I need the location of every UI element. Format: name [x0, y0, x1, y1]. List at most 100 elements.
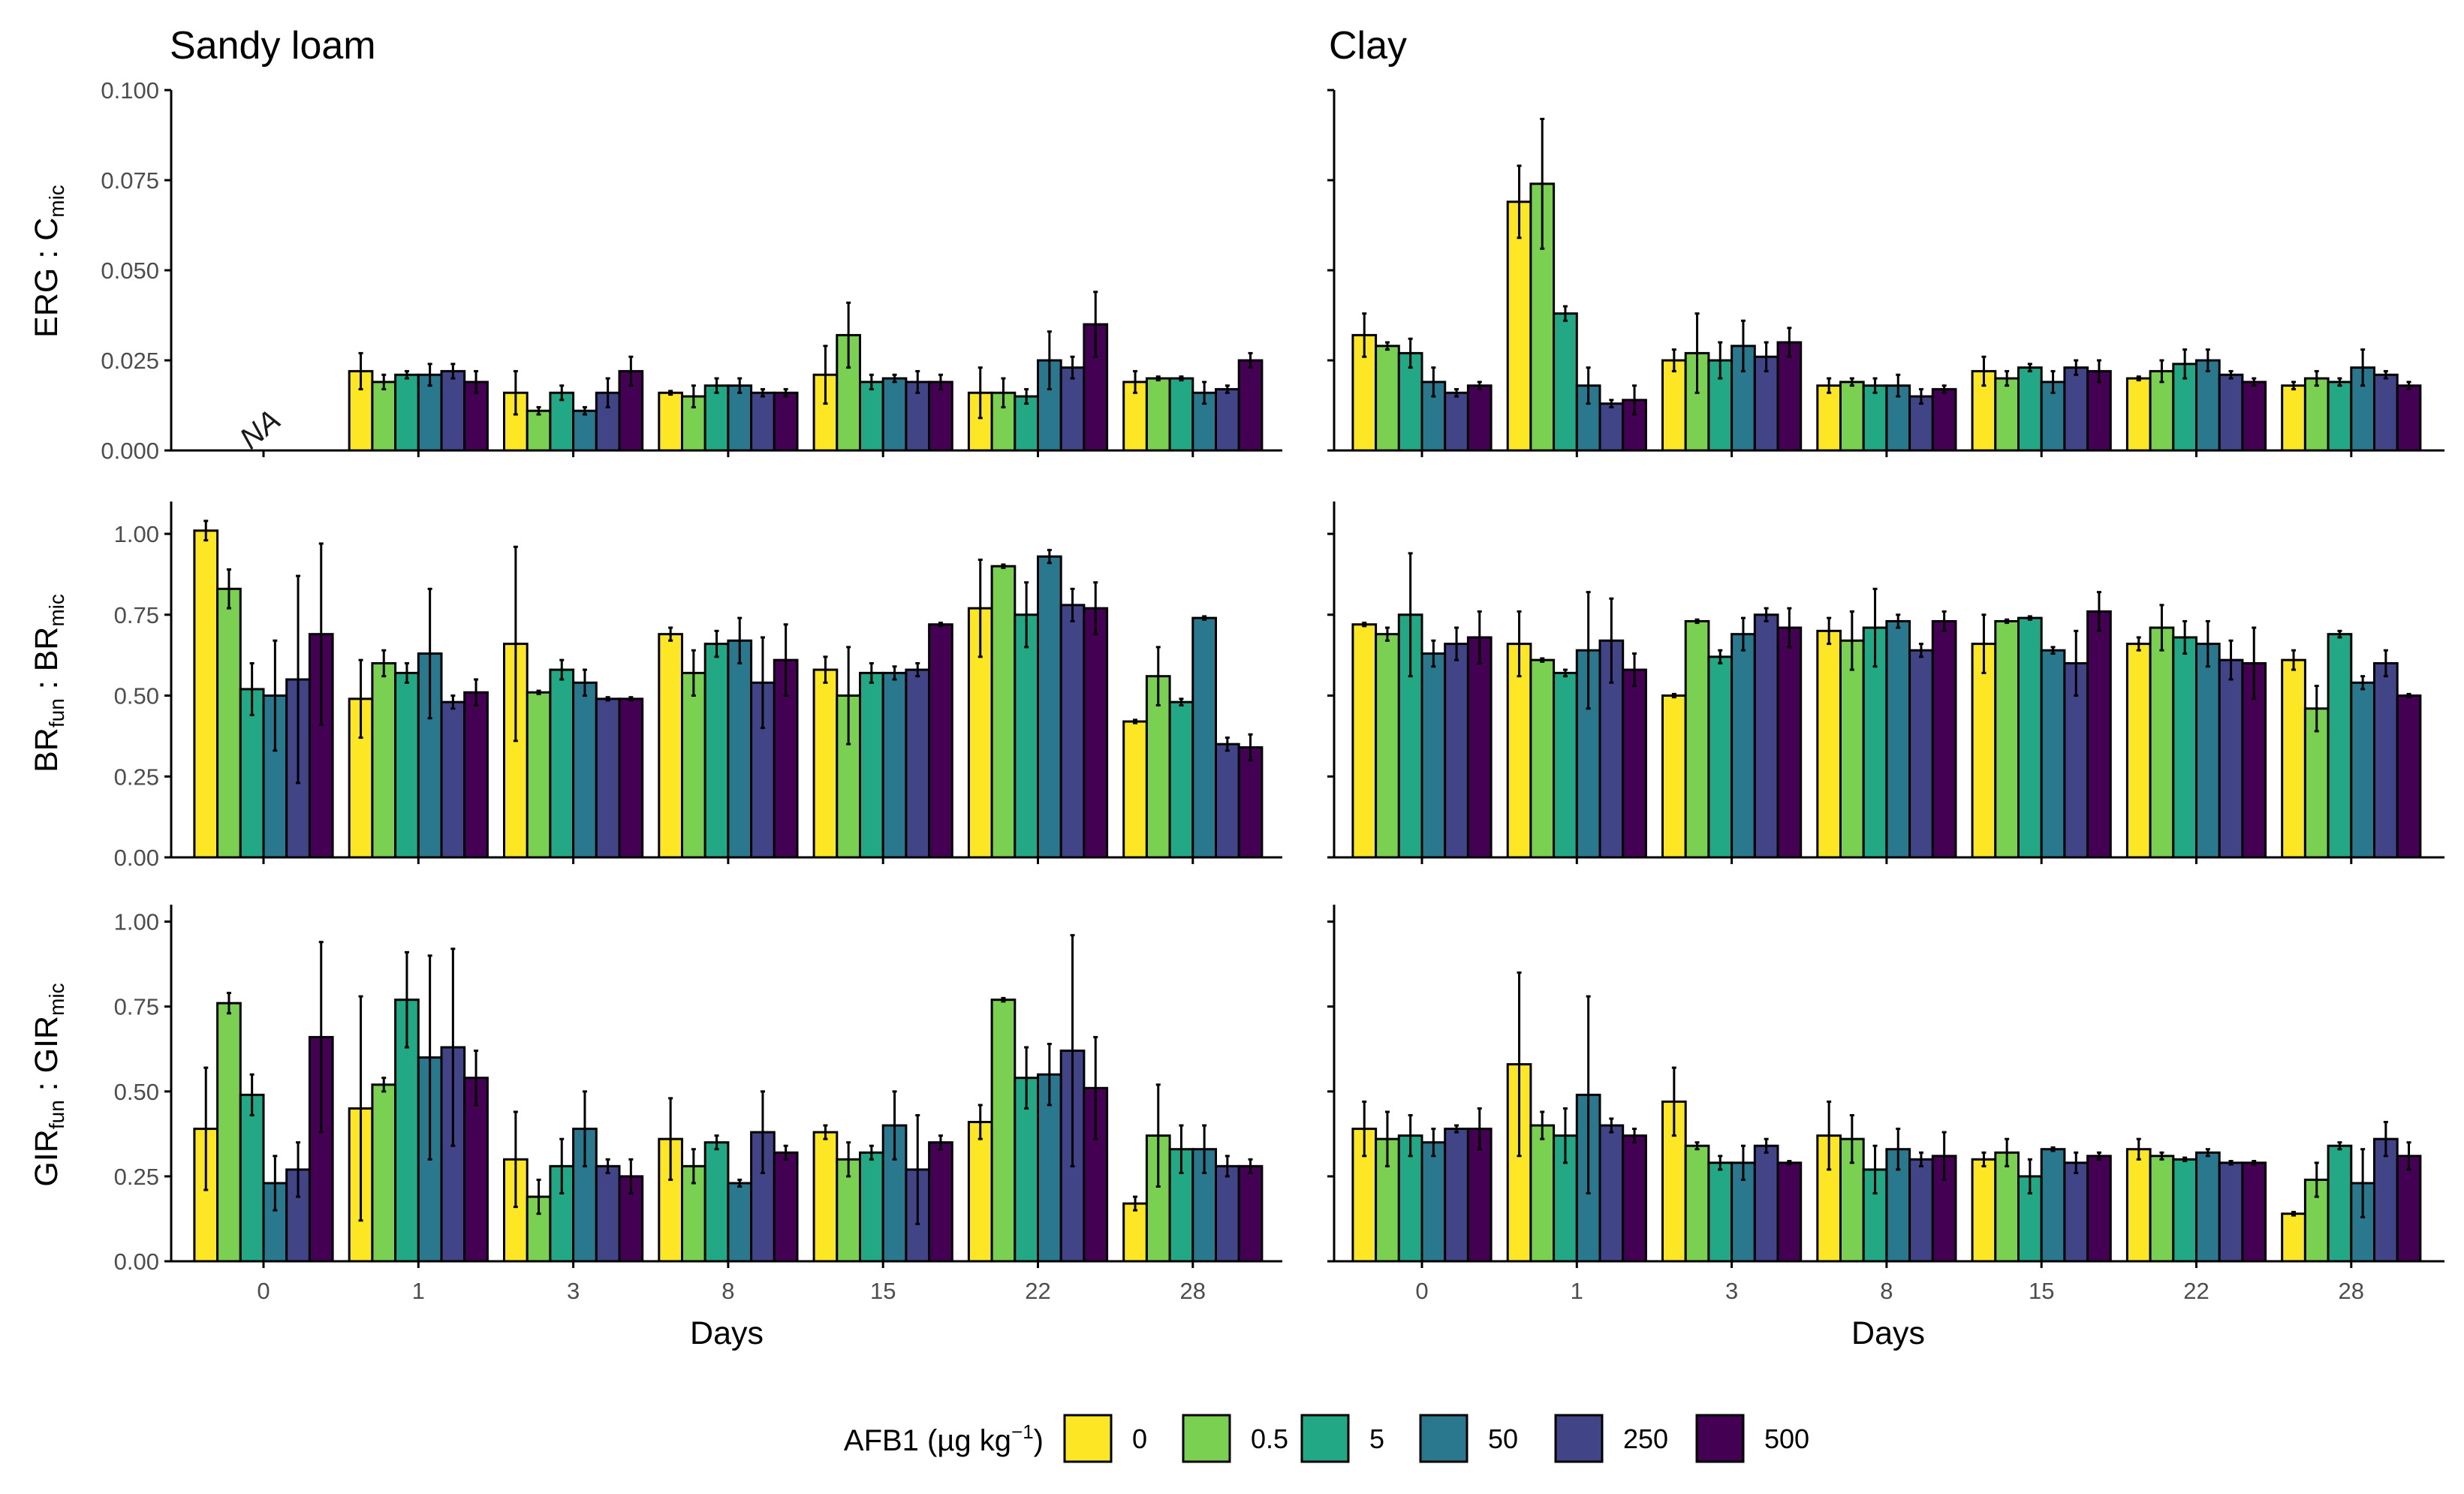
panel-r1-c0-bar-day1-s1: [371, 661, 397, 859]
panel-r2-c1-bar-day3-s2: [1707, 1161, 1734, 1263]
panel-r2-c1-bar-day1-s4: [1598, 1124, 1625, 1263]
panel-r0-c0-bar-day8-s5: [773, 391, 799, 452]
panel-r1-c1-bar-day22-s3: [2195, 643, 2221, 859]
panel-r0-c1-bar-day28-s1: [2303, 377, 2330, 452]
panel-r0-c1-bar-day15-s5: [2086, 369, 2112, 452]
x-axis-title-sandy-loam: Days: [690, 1315, 764, 1351]
panel-r2-c1-bar-day22-s1: [2149, 1155, 2175, 1263]
panel-r0-c1-bar-day28-s4: [2373, 373, 2399, 452]
panel-r2-c0-bar-day8-s2: [703, 1141, 730, 1263]
panel-r1-c0-ytick-label-0: 0.00: [114, 845, 159, 871]
x-axis-title-clay: Days: [1851, 1315, 1925, 1351]
panel-r2-c1-bar-day0-s3: [1420, 1141, 1447, 1263]
y-axis-title-erg-main: ERG : C: [29, 218, 65, 338]
legend-key-1: [1182, 1414, 1231, 1463]
panel-r0-c1-bar-day22-s0: [2125, 377, 2152, 452]
panel-r1-c0-bar-day22-s3: [1037, 555, 1062, 859]
y-axis-title-br-sub2: mic: [45, 594, 68, 627]
panel-r2-c1-xtick-label-2: 3: [1725, 1278, 1738, 1304]
legend-key-4: [1554, 1414, 1604, 1463]
panel-r2-c0-ytick-label-1: 0.25: [114, 1164, 159, 1190]
panel-r1-c0-bar-day3-s2: [549, 668, 575, 859]
panel-r1-c1-bar-day0-s3: [1420, 652, 1447, 859]
legend-key-2: [1300, 1414, 1350, 1463]
y-axis-title-br-sub: fun: [45, 698, 68, 727]
panel-r2-c1-bar-day0-s4: [1444, 1128, 1469, 1263]
panel-r2-c1-bar-day15-s1: [1994, 1151, 2020, 1263]
panel-r0-c0-ytick-label-4: 0.100: [101, 77, 159, 104]
panel-r0-c1-bar-day15-s4: [2063, 366, 2089, 452]
panel-r2-c1-bar-day3-s1: [1684, 1144, 1710, 1263]
panel-r2-c1-bar-day22-s5: [2241, 1161, 2267, 1263]
panel-r2-c1-bar-day1-s5: [1622, 1134, 1647, 1263]
panel-r1-c0-bar-day22-s2: [1014, 613, 1040, 859]
panel-r0-c1-bar-day0-s1: [1375, 345, 1400, 452]
panel-r1-c1-bar-day3-s0: [1661, 694, 1687, 859]
panel-r2-c0-bar-day15-s2: [859, 1151, 884, 1263]
panel-r0-c0-bar-day8-s4: [750, 391, 776, 452]
panel-r0-c1-bar-day8-s2: [1862, 384, 1888, 452]
panel-r0-c0-bar-day3-s3: [572, 409, 598, 452]
panel-r2-c1-xtick-label-4: 15: [2029, 1278, 2054, 1304]
panel-r2-c0-bar-day15-s5: [928, 1141, 953, 1263]
panel-r1-c0-bar-day0-s0: [193, 529, 219, 859]
panel-r0-c0-bar-day3-s1: [526, 409, 552, 452]
panel-r0-c1-bar-day15-s1: [1994, 377, 2020, 452]
legend-label-4: 250: [1623, 1423, 1668, 1454]
panel-r0-c0-ytick-label-3: 0.075: [101, 167, 159, 194]
panel-r2-c0: 0.00 0.25 0.50 0.75 1.00 0 1 3 8 15 22 28: [114, 905, 1282, 1304]
panel-r1-c1-bar-day1-s1: [1529, 658, 1556, 859]
y-axis-title-gir-sub: fun: [45, 1100, 68, 1129]
panel-r2-c0-xtick-label-6: 28: [1180, 1278, 1206, 1304]
panel-r0-c0-bar-day15-s3: [881, 377, 908, 452]
panel-r0-c0-bar-day22-s4: [1059, 366, 1086, 452]
panel-r0-c1-bar-day22-s4: [2218, 373, 2244, 452]
panel-r0-c0-ytick-label-2: 0.050: [101, 258, 159, 284]
panel-r2-c0-xtick-label-2: 3: [567, 1278, 580, 1304]
panel-r0-c0-bar-day28-s1: [1145, 377, 1171, 452]
panel-r1-c1-bar-day28-s3: [2350, 681, 2376, 859]
panel-r0-c0-bar-day15-s2: [859, 381, 884, 452]
panel-r1-c0-ytick-label-2: 0.50: [114, 683, 159, 709]
panel-r0-c1: [1327, 89, 2444, 457]
panel-r2-c0-bar-day28-s5: [1237, 1164, 1264, 1263]
panel-r1-c0-ytick-label-1: 0.25: [114, 764, 159, 790]
panel-r1-c1-bar-day0-s5: [1466, 636, 1493, 859]
legend-label-0: 0: [1132, 1423, 1147, 1454]
panel-r1-c0-bar-day3-s1: [526, 691, 552, 859]
panel-r2-c1-bar-day28-s2: [2327, 1144, 2353, 1263]
legend-label-1: 0.5: [1251, 1423, 1288, 1454]
panel-r0-c0-bar-day1-s1: [371, 381, 397, 452]
y-axis-title-br-main2: : BR: [29, 627, 65, 699]
panel-r1-c0-bar-day8-s2: [703, 643, 730, 859]
panel-r2-c1-bar-day22-s0: [2125, 1148, 2152, 1263]
panel-r1-c1-bar-day3-s2: [1707, 655, 1734, 859]
facet-title-sandy-loam: Sandy loam: [170, 24, 376, 68]
panel-r2-c1-bar-day3-s4: [1753, 1144, 1779, 1263]
panel-r0-c0-bar-day1-s4: [440, 369, 466, 452]
panel-r0-c0-bar-day3-s2: [549, 391, 575, 452]
panel-r0-c1-bar-day1-s0: [1506, 200, 1532, 452]
panel-r1-c1-bar-day15-s0: [1971, 643, 1997, 859]
panel-r2-c1-bar-day1-s1: [1529, 1124, 1556, 1263]
panel-r0-c0-ytick-label-0: 0.000: [101, 438, 159, 464]
legend-key-5: [1695, 1414, 1745, 1463]
legend-key-0: [1063, 1414, 1113, 1463]
legend-title-main: AFB1 (µg kg: [844, 1424, 1011, 1457]
legend-label-2: 5: [1369, 1423, 1384, 1454]
panel-r1-c1-bar-day3-s3: [1731, 633, 1756, 859]
panel-r2-c0-xtick-label-3: 8: [721, 1278, 734, 1304]
panel-r1-c1-bar-day8-s3: [1885, 619, 1911, 859]
panel-r1-c0-bar-day8-s1: [681, 671, 706, 859]
panels-group: 0.0000.0250.0500.0750.100NA0.000.250.500…: [101, 77, 2444, 1304]
panel-r2-c0-xtick-label-0: 0: [257, 1278, 270, 1304]
panel-r1-c0-ytick-label-4: 1.00: [114, 521, 159, 547]
panel-r0-c0-ytick-label-1: 0.025: [101, 348, 159, 374]
panel-r2-c0-bar-day28-s4: [1215, 1164, 1240, 1263]
panel-r1-c1-bar-day22-s0: [2125, 643, 2152, 859]
panel-r1-c0-bar-day3-s4: [595, 697, 621, 859]
panel-r1-c0-bar-day28-s2: [1168, 700, 1194, 859]
panel-r0-c1-bar-day1-s2: [1553, 312, 1578, 452]
panel-r1-c0-bar-day28-s3: [1191, 616, 1218, 859]
